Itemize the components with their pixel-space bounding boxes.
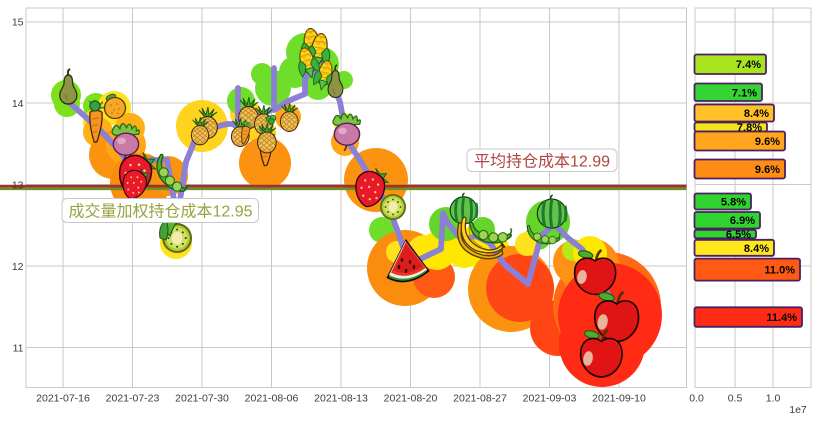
svg-text:2021-07-23: 2021-07-23 [106,393,160,405]
svg-text:13: 13 [12,180,24,192]
svg-text:8.4%: 8.4% [744,108,769,120]
svg-text:0.5: 0.5 [728,393,743,405]
svg-text:6.5%: 6.5% [726,229,751,241]
svg-text:2021-08-20: 2021-08-20 [384,393,438,405]
svg-text:14: 14 [12,98,24,110]
svg-text:12: 12 [12,261,24,273]
svg-text:2021-09-10: 2021-09-10 [592,393,646,405]
svg-text:8.4%: 8.4% [744,243,769,255]
svg-text:2021-08-06: 2021-08-06 [245,393,299,405]
svg-text:7.4%: 7.4% [736,59,761,71]
svg-text:5.8%: 5.8% [721,197,746,209]
svg-text:9.6%: 9.6% [755,164,780,176]
svg-text:1e7: 1e7 [789,404,807,416]
svg-text:2021-07-16: 2021-07-16 [36,393,90,405]
svg-text:11.4%: 11.4% [766,312,797,324]
svg-text:9.6%: 9.6% [755,136,780,148]
svg-text:7.1%: 7.1% [732,87,757,99]
svg-text:11.0%: 11.0% [764,265,795,277]
svg-text:1.0: 1.0 [766,393,781,405]
svg-text:6.9%: 6.9% [730,215,755,227]
svg-text:2021-07-30: 2021-07-30 [175,393,229,405]
svg-text:11: 11 [13,343,24,355]
svg-text:2021-09-03: 2021-09-03 [523,393,577,405]
svg-text:0.0: 0.0 [689,393,704,405]
svg-text:7.8%: 7.8% [737,122,762,134]
svg-text:15: 15 [12,17,24,29]
svg-text:成交量加权持仓成本12.95: 成交量加权持仓成本12.95 [68,203,252,221]
svg-text:2021-08-13: 2021-08-13 [314,393,368,405]
svg-text:2021-08-27: 2021-08-27 [453,393,507,405]
svg-text:平均持仓成本12.99: 平均持仓成本12.99 [474,153,610,171]
